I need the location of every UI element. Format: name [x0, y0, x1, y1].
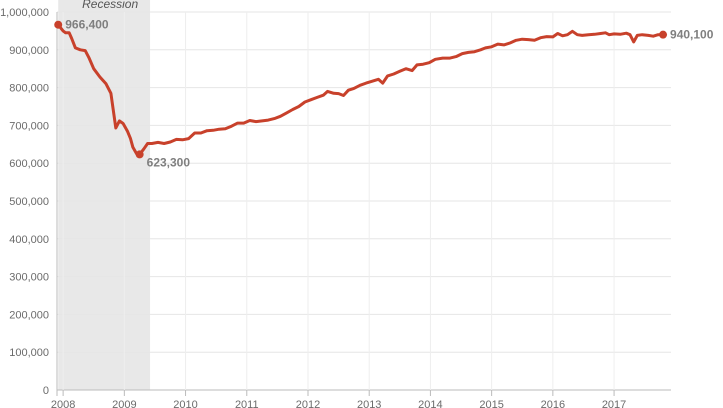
- y-tick-label: 800,000: [9, 83, 49, 95]
- annotation-point: [54, 20, 63, 29]
- annotation-label: 966,400: [65, 18, 109, 32]
- x-tick-label: 2013: [357, 399, 381, 408]
- series-line: [56, 23, 665, 156]
- y-tick-label: 200,000: [9, 309, 49, 321]
- recession-label: Recession: [82, 0, 138, 11]
- annotation-point: [135, 150, 144, 159]
- y-tick-label: 900,000: [9, 45, 49, 57]
- y-tick-label: 400,000: [9, 234, 49, 246]
- series-group: [56, 23, 665, 156]
- y-tick-label: 100,000: [9, 347, 49, 359]
- x-tick-label: 2012: [296, 399, 320, 408]
- y-tick-label: 500,000: [9, 196, 49, 208]
- x-tick-label: 2010: [173, 399, 197, 408]
- x-tick-label: 2014: [418, 399, 442, 408]
- gridlines: [57, 11, 671, 391]
- annotations: 966,400 623,300 940,100: [54, 18, 714, 169]
- x-axis: 2008 2009 2010 2011 2012 2013 2014 2015 2016 2017: [51, 12, 626, 408]
- y-tick-label: 0: [43, 385, 49, 397]
- y-tick-label: 1,000,000: [0, 7, 49, 19]
- annotation-point: [659, 30, 668, 39]
- x-tick-label: 2011: [235, 399, 259, 408]
- x-tick-label: 2015: [479, 399, 503, 408]
- x-tick-label: 2009: [112, 399, 136, 408]
- x-tick-label: 2016: [541, 399, 565, 408]
- y-tick-label: 600,000: [9, 158, 49, 170]
- y-tick-label: 300,000: [9, 272, 49, 284]
- recession-band: [58, 0, 151, 390]
- annotation-label: 623,300: [147, 155, 191, 169]
- recession-band-group: Recession: [58, 0, 151, 390]
- x-tick-label: 2008: [51, 399, 75, 408]
- x-tick-label: 2017: [602, 399, 626, 408]
- annotation-label: 940,100: [670, 28, 714, 42]
- y-tick-label: 700,000: [9, 120, 49, 132]
- y-axis-ticks: 0 100,000 200,000 300,000 400,000 500,000 600,…: [0, 7, 49, 397]
